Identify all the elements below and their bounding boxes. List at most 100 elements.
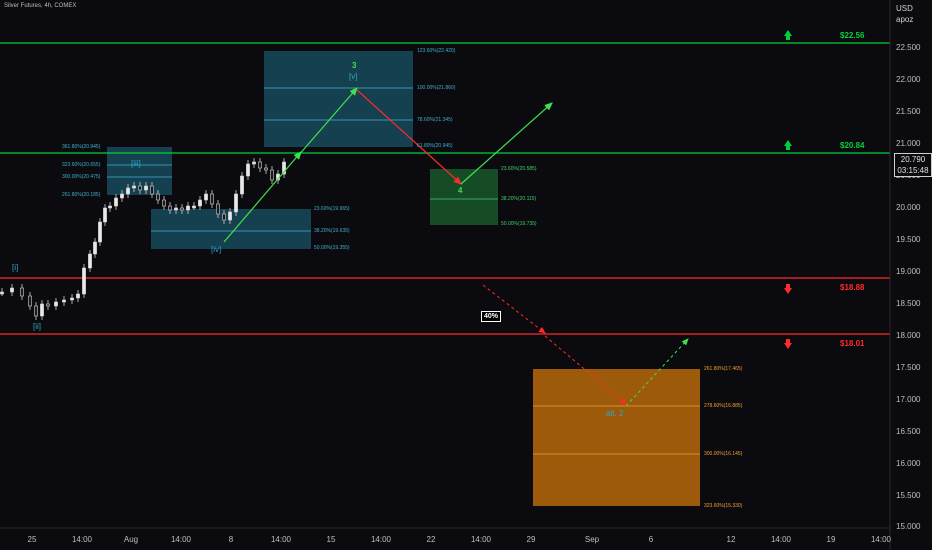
fib-label: 61.80%(20.945) bbox=[417, 143, 453, 149]
wave-label-i[interactable]: [i] bbox=[12, 263, 19, 272]
x-tick: 6 bbox=[648, 535, 654, 544]
candle-body bbox=[168, 205, 172, 211]
fib-box-4[interactable] bbox=[430, 169, 498, 225]
candle-body bbox=[216, 203, 220, 215]
level-label-22-56[interactable]: $22.56 bbox=[840, 31, 865, 40]
y-tick: 18.000 bbox=[896, 331, 921, 340]
wave-label-iii[interactable]: [iii] bbox=[131, 159, 141, 168]
candle-body bbox=[228, 211, 232, 221]
candle-body bbox=[222, 213, 226, 221]
projection-arrow-to-v[interactable] bbox=[297, 87, 358, 157]
current-price: 20.790 bbox=[900, 155, 926, 164]
candle-body bbox=[198, 199, 202, 207]
candle-body bbox=[174, 207, 178, 211]
fib-label: 300.00%(16.145) bbox=[704, 451, 743, 457]
candle-body bbox=[76, 293, 80, 299]
wave-label-iv[interactable]: [iv] bbox=[211, 245, 222, 254]
y-tick: 22.000 bbox=[896, 75, 921, 84]
x-tick: 8 bbox=[228, 535, 234, 544]
x-tick: 25 bbox=[27, 535, 37, 544]
fib-label: 50.00%(19.355) bbox=[314, 245, 350, 251]
y-tick: 15.500 bbox=[896, 491, 921, 500]
y-tick: 17.000 bbox=[896, 395, 921, 404]
y-tick: 19.500 bbox=[896, 235, 921, 244]
y-tick: 22.500 bbox=[896, 43, 921, 52]
bar-countdown: 03:15:48 bbox=[897, 166, 929, 175]
candle-body bbox=[144, 185, 148, 191]
candle-body bbox=[28, 295, 32, 307]
candle-body bbox=[150, 185, 154, 195]
x-tick: 12 bbox=[726, 535, 736, 544]
fib-box-v[interactable] bbox=[264, 51, 413, 147]
candle-body bbox=[114, 197, 118, 207]
candle-body bbox=[138, 185, 142, 191]
y-tick: 17.500 bbox=[896, 363, 921, 372]
fib-box-alt2[interactable] bbox=[533, 369, 700, 506]
y-tick: 16.000 bbox=[896, 459, 921, 468]
y-tick: 18.500 bbox=[896, 299, 921, 308]
x-tick: 14:00 bbox=[870, 535, 892, 544]
fib-label: 78.60%(21.345) bbox=[417, 117, 453, 123]
fib-label: 38.20%(19.635) bbox=[314, 228, 350, 234]
fib-label: 323.60%(20.655) bbox=[62, 162, 101, 168]
x-tick: 14:00 bbox=[470, 535, 492, 544]
candle-body bbox=[258, 161, 262, 169]
x-tick: 14:00 bbox=[270, 535, 292, 544]
candle-body bbox=[264, 167, 268, 171]
down-arrow-icon bbox=[784, 339, 792, 349]
candle-body bbox=[0, 291, 4, 295]
y-tick: 21.500 bbox=[896, 107, 921, 116]
candle-body bbox=[46, 303, 50, 307]
level-label-18-01[interactable]: $18.01 bbox=[840, 339, 865, 348]
fib-label: 261.80%(20.185) bbox=[62, 192, 101, 198]
fib-label: 261.80%(17.465) bbox=[704, 366, 743, 372]
y-tick: 20.000 bbox=[896, 203, 921, 212]
x-tick: 14:00 bbox=[71, 535, 93, 544]
fib-label: 323.60%(15.330) bbox=[704, 503, 743, 509]
x-tick: 14:00 bbox=[370, 535, 392, 544]
candle-body bbox=[34, 305, 38, 317]
probability-badge[interactable]: 40% bbox=[481, 311, 502, 322]
y-tick: 19.000 bbox=[896, 267, 921, 276]
projection-arrow-v-to-4[interactable] bbox=[356, 89, 462, 185]
candle-body bbox=[270, 169, 274, 181]
fib-label: 38.20%(20.115) bbox=[501, 196, 537, 202]
candle-body bbox=[40, 303, 44, 317]
scale-mode-label[interactable]: apoz bbox=[896, 15, 914, 24]
candle-body bbox=[156, 193, 160, 201]
x-tick: Sep bbox=[584, 535, 600, 544]
candle-body bbox=[240, 175, 244, 195]
x-tick: Aug bbox=[123, 535, 139, 544]
symbol-title[interactable]: Silver Futures, 4h, COMEX bbox=[4, 3, 77, 9]
wave-label-v[interactable]: [v] bbox=[349, 72, 358, 81]
projection-arrow-iv-up[interactable] bbox=[223, 151, 302, 243]
level-label-20-84[interactable]: $20.84 bbox=[840, 141, 865, 150]
candle-body bbox=[192, 205, 196, 209]
candle-body bbox=[88, 253, 92, 269]
candlestick-series bbox=[0, 158, 286, 320]
candle-body bbox=[132, 185, 136, 189]
currency-label: USD bbox=[896, 4, 913, 13]
wave-label-4[interactable]: 4 bbox=[458, 186, 463, 195]
level-label-18-88[interactable]: $18.88 bbox=[840, 283, 865, 292]
wave-label-ii[interactable]: [ii] bbox=[33, 322, 41, 331]
candle-body bbox=[70, 297, 74, 301]
wave-label-3[interactable]: 3 bbox=[352, 61, 357, 70]
fib-label: 100.00%(21.860) bbox=[417, 85, 456, 91]
x-tick: 19 bbox=[826, 535, 836, 544]
candle-body bbox=[126, 187, 130, 195]
candle-body bbox=[98, 221, 102, 243]
candle-body bbox=[282, 161, 286, 175]
wave-label-alt-2[interactable]: alt. 2 bbox=[606, 409, 624, 418]
fib-label: 278.60%(16.885) bbox=[704, 403, 743, 409]
candle-body bbox=[120, 193, 124, 199]
projection-arrow-alt-down[interactable] bbox=[482, 284, 546, 334]
y-tick: 21.000 bbox=[896, 139, 921, 148]
projection-arrow-4-up[interactable] bbox=[460, 102, 553, 185]
candle-body bbox=[10, 287, 14, 293]
fib-label: 50.00%(19.735) bbox=[501, 221, 537, 227]
candle-body bbox=[103, 207, 107, 223]
candle-body bbox=[54, 301, 58, 307]
x-tick: 14:00 bbox=[770, 535, 792, 544]
